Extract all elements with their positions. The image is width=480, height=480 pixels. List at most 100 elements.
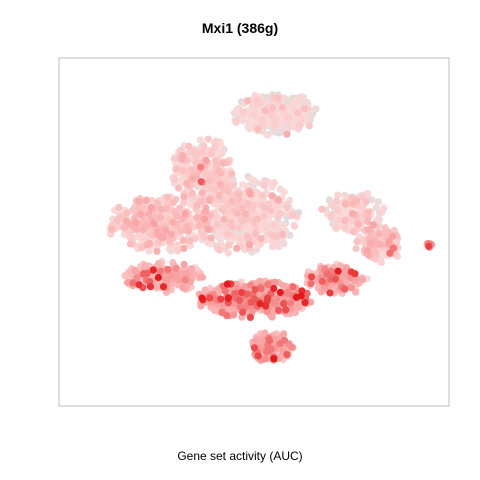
cell-point xyxy=(279,281,287,289)
cell-point xyxy=(211,186,219,194)
cell-point xyxy=(272,233,280,241)
cell-point xyxy=(254,352,262,360)
cell-point xyxy=(318,205,326,213)
cell-point xyxy=(201,215,209,223)
cell-point xyxy=(192,158,200,167)
cell-point xyxy=(193,202,201,210)
cell-point xyxy=(362,198,370,206)
cell-point xyxy=(206,294,214,302)
cell-point xyxy=(347,284,356,292)
cell-point xyxy=(292,293,300,301)
cell-point xyxy=(204,135,212,143)
cell-point xyxy=(224,230,232,238)
cell-point xyxy=(223,202,231,210)
cell-point xyxy=(363,247,372,255)
cell-point xyxy=(364,208,372,216)
cell-point xyxy=(167,272,175,280)
cell-point xyxy=(243,97,252,105)
cell-point xyxy=(223,312,231,320)
cell-point xyxy=(172,264,180,273)
cell-point xyxy=(228,170,236,178)
cell-point xyxy=(363,189,372,197)
cell-point xyxy=(191,147,200,155)
cell-point xyxy=(271,121,279,129)
cell-point xyxy=(278,103,286,111)
cell-point xyxy=(169,198,177,206)
cell-point xyxy=(192,152,200,160)
cell-point xyxy=(153,229,161,237)
cell-point xyxy=(230,311,238,319)
cell-point xyxy=(198,294,206,302)
cell-point xyxy=(318,277,326,285)
cell-point xyxy=(239,181,247,189)
cell-point xyxy=(351,270,359,278)
cell-point xyxy=(305,122,313,130)
cell-point xyxy=(162,227,170,235)
cell-point xyxy=(289,283,297,291)
cell-point xyxy=(326,289,334,297)
cell-point xyxy=(198,189,206,197)
cell-point xyxy=(224,294,232,302)
cell-point xyxy=(261,107,269,115)
cell-point xyxy=(270,355,278,363)
cell-point xyxy=(342,200,350,208)
cell-point xyxy=(264,281,272,289)
cell-point xyxy=(198,148,206,156)
cell-point xyxy=(244,200,252,208)
cell-point xyxy=(196,221,204,230)
cell-point xyxy=(163,277,171,286)
cell-point xyxy=(180,260,188,269)
cell-point xyxy=(173,165,181,173)
cell-point xyxy=(287,343,295,351)
cell-point xyxy=(136,210,145,218)
cell-point xyxy=(261,204,269,212)
cell-point xyxy=(232,106,241,114)
cell-point xyxy=(295,121,303,130)
cell-point xyxy=(389,244,397,252)
cell-point xyxy=(364,226,372,234)
cell-point xyxy=(352,245,360,253)
cell-point xyxy=(276,288,284,296)
cell-point xyxy=(188,175,197,183)
cell-point xyxy=(200,232,208,240)
cell-point xyxy=(169,218,177,227)
cell-point xyxy=(342,223,350,231)
cell-point xyxy=(207,148,216,156)
cell-point xyxy=(149,266,157,274)
cell-point xyxy=(216,246,224,254)
cell-point xyxy=(123,217,131,225)
cell-point xyxy=(250,177,258,185)
cell-point xyxy=(372,203,380,212)
cell-point xyxy=(334,216,342,224)
cell-point xyxy=(307,273,316,281)
cell-point xyxy=(242,210,250,218)
cell-point xyxy=(201,207,209,216)
cell-point xyxy=(371,255,379,263)
cell-point xyxy=(197,163,205,171)
cell-point xyxy=(173,247,182,255)
cell-point xyxy=(262,355,270,363)
cell-point xyxy=(278,230,286,238)
cell-point xyxy=(236,303,244,311)
cell-point xyxy=(307,280,315,288)
cell-point xyxy=(145,210,153,218)
cell-point xyxy=(219,159,227,167)
cell-point xyxy=(132,219,140,227)
cell-point xyxy=(180,193,188,201)
cell-point xyxy=(233,244,241,252)
cell-point xyxy=(135,281,143,289)
cell-point xyxy=(235,224,243,232)
cell-point xyxy=(247,298,255,306)
cell-point xyxy=(283,130,291,138)
cell-point xyxy=(225,241,233,249)
plot-frame xyxy=(58,57,450,407)
cell-point xyxy=(179,199,188,207)
cell-point xyxy=(147,203,155,212)
cell-point xyxy=(159,283,168,291)
cell-point xyxy=(243,232,251,240)
cell-point xyxy=(179,237,187,245)
cell-point xyxy=(249,110,257,119)
cell-point xyxy=(206,196,214,204)
cell-point xyxy=(352,197,361,205)
cell-point xyxy=(328,201,336,209)
